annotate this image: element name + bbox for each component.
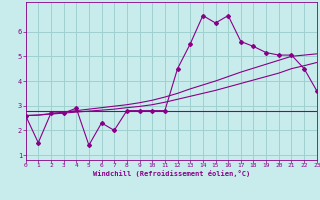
X-axis label: Windchill (Refroidissement éolien,°C): Windchill (Refroidissement éolien,°C) [92,170,250,177]
